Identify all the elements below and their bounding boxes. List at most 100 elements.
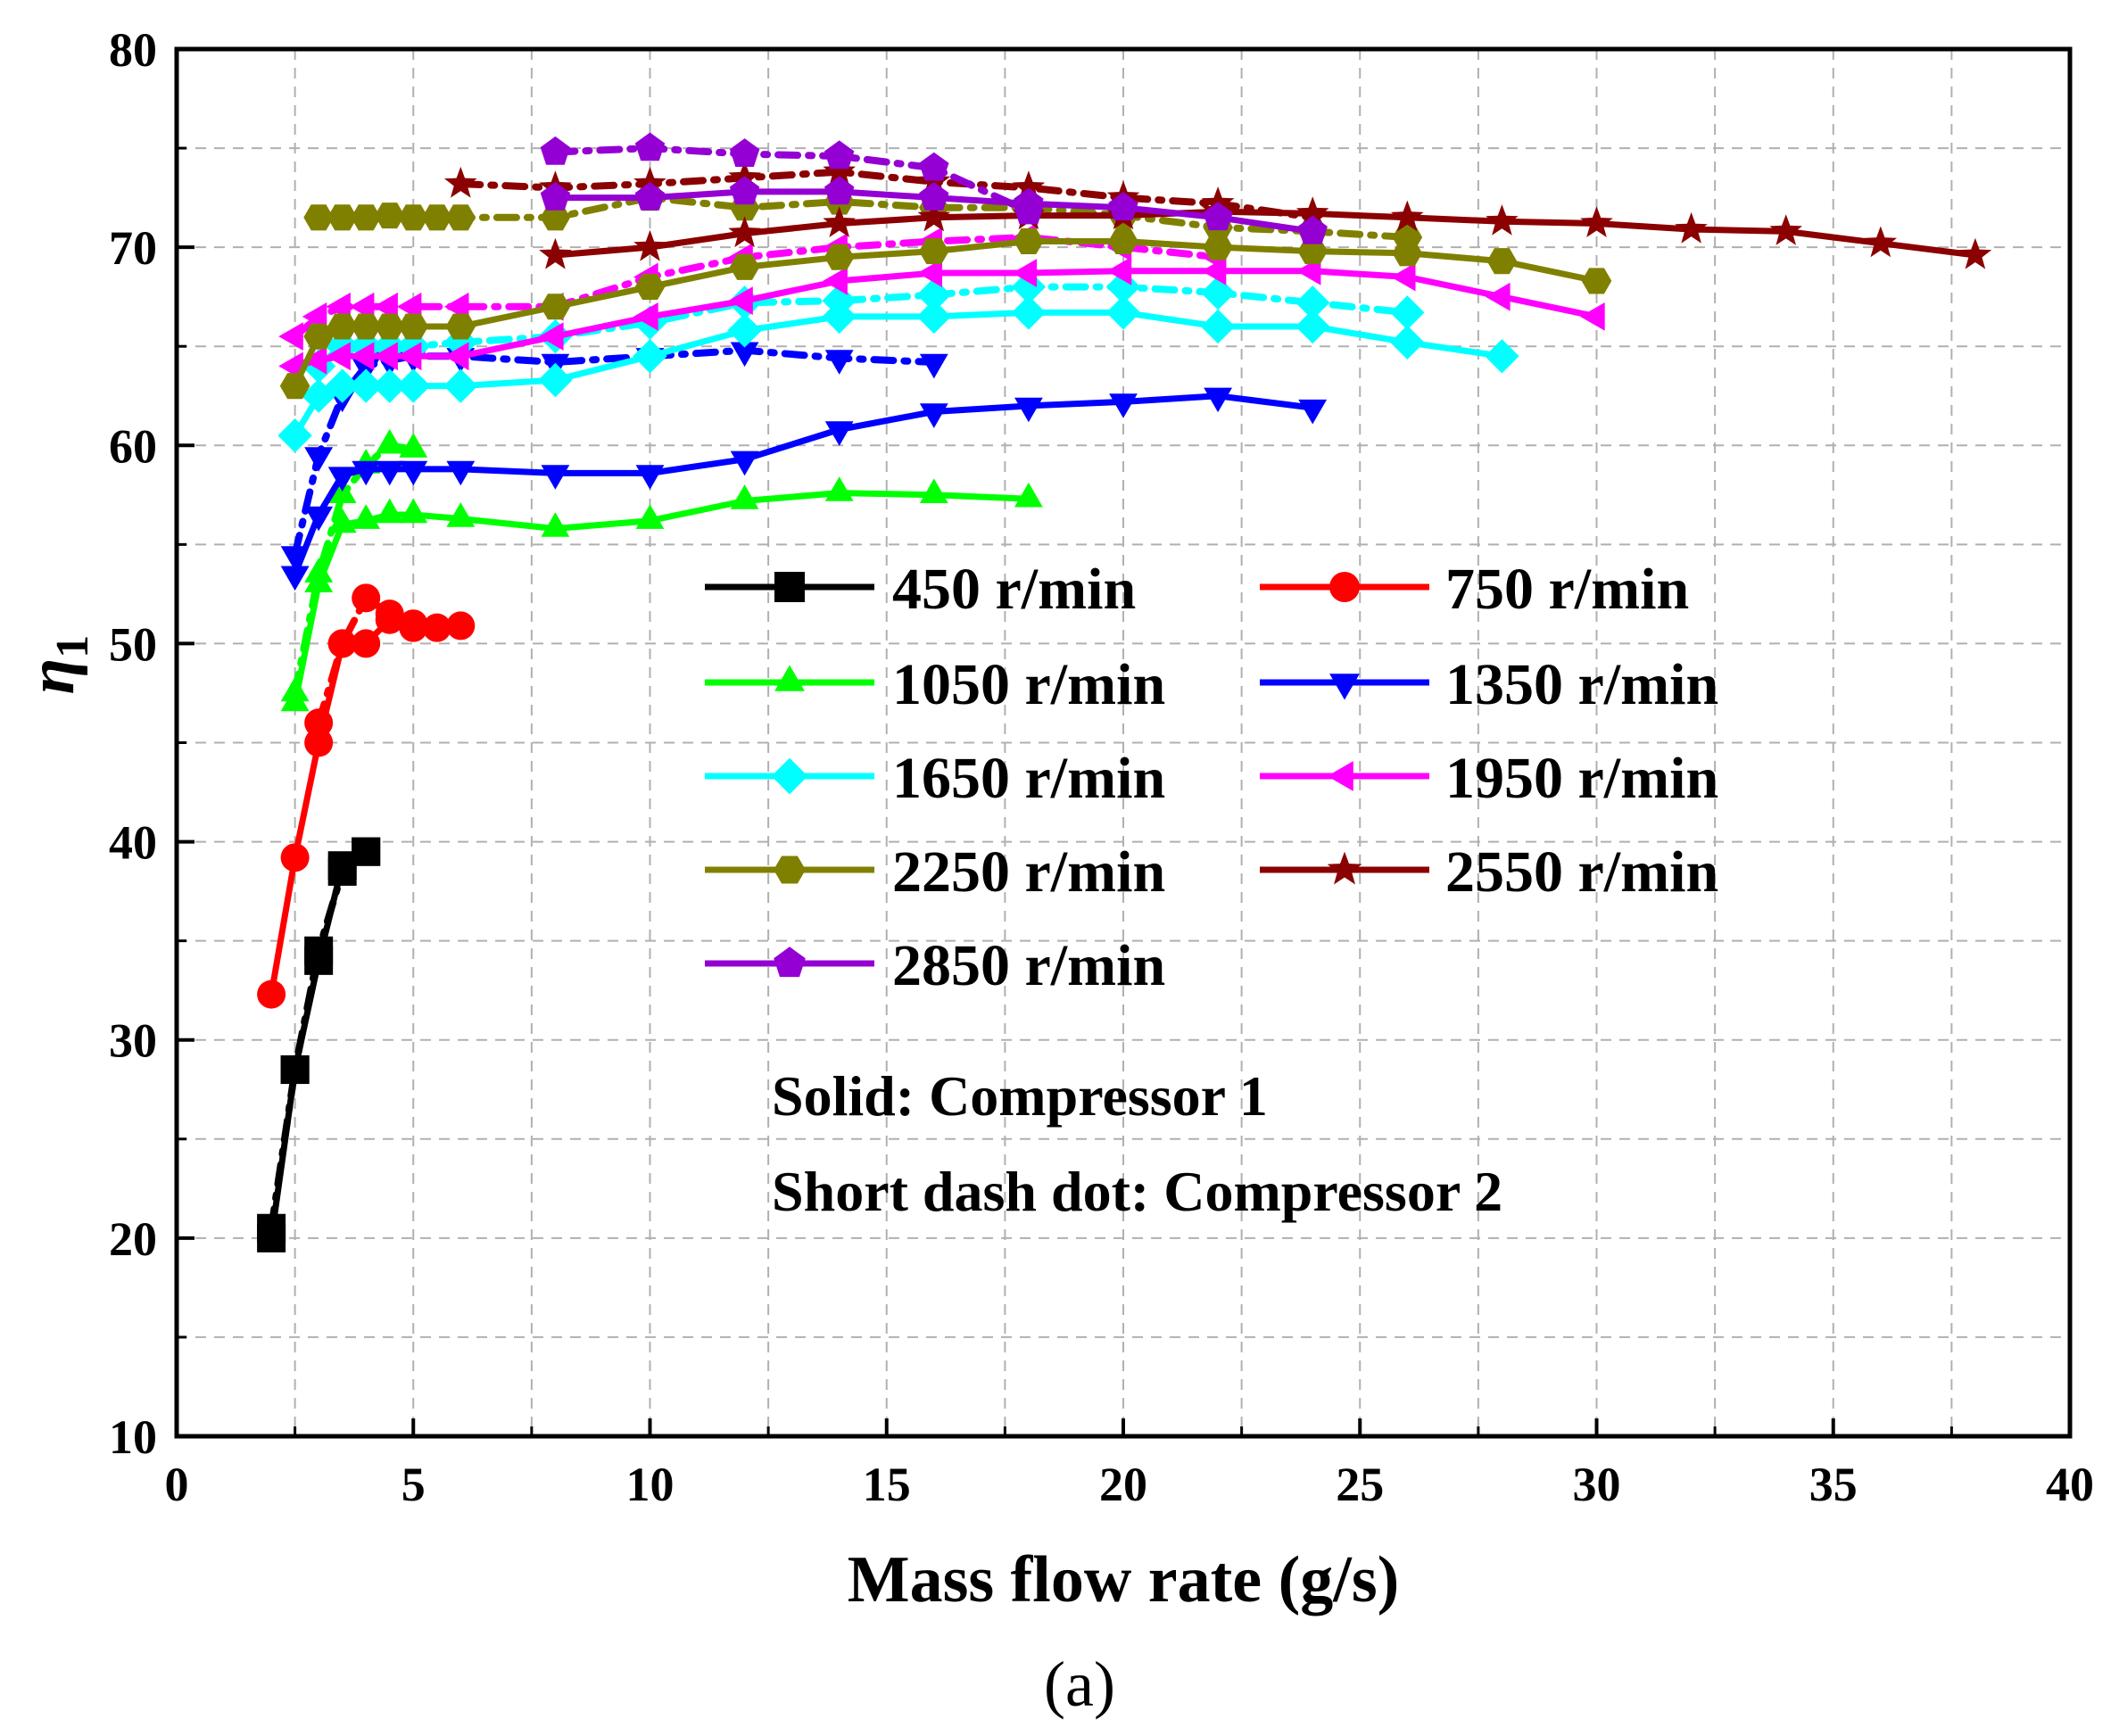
data-point (824, 476, 854, 501)
data-point (279, 373, 310, 400)
data-point (633, 302, 658, 331)
data-point (1105, 295, 1141, 330)
data-point (352, 629, 381, 658)
legend-marker (774, 572, 805, 602)
data-point (1106, 256, 1132, 285)
x-tick-label: 15 (863, 1458, 911, 1511)
y-tick-label: 80 (109, 23, 157, 77)
series-2250-r-min-solid (279, 227, 1612, 400)
grid (177, 49, 2070, 1436)
series-1950-r-min-solid (278, 256, 1605, 381)
data-point (1204, 387, 1232, 413)
series-450-r-min-dashdot (257, 837, 381, 1243)
data-point (396, 342, 422, 371)
legend-marker (1327, 851, 1362, 885)
data-point (446, 502, 476, 527)
legend-item: 1950 r/min (1260, 746, 1718, 811)
data-point (727, 313, 762, 348)
data-point (327, 467, 357, 492)
data-point (352, 460, 381, 486)
legend-item: 2850 r/min (705, 933, 1165, 998)
legend-marker (771, 757, 808, 795)
data-point (326, 342, 351, 371)
data-point (1014, 397, 1043, 423)
data-point (539, 237, 572, 269)
series-line (551, 145, 1032, 216)
data-point (1200, 309, 1236, 344)
data-point (541, 512, 570, 537)
data-point (824, 140, 855, 169)
series-line (292, 393, 1316, 578)
data-point (1485, 339, 1519, 374)
data-point (304, 447, 334, 472)
data-point (443, 368, 478, 403)
data-point (375, 428, 404, 454)
data-point (1390, 295, 1425, 330)
series-450-r-min-solid (257, 837, 381, 1252)
data-point (919, 152, 949, 181)
data-point (257, 1213, 286, 1243)
data-point (1297, 238, 1328, 265)
data-point (327, 629, 357, 658)
y-tick-label: 70 (109, 221, 157, 275)
x-axis-title: Mass flow rate (g/s) (848, 1543, 1400, 1616)
legend-label: 2250 r/min (892, 839, 1165, 905)
y-tick-label: 60 (109, 419, 157, 473)
series-750-r-min-solid (257, 605, 476, 1009)
data-point (1014, 227, 1044, 254)
data-point (352, 837, 381, 866)
data-point (280, 843, 310, 872)
series-layer (257, 132, 1992, 1252)
data-point (635, 504, 665, 529)
data-point (327, 204, 358, 231)
data-point (352, 504, 381, 529)
legend-label: 2850 r/min (892, 933, 1165, 998)
data-point (1580, 302, 1605, 331)
data-point (398, 204, 429, 231)
data-point (728, 286, 753, 316)
data-point (374, 203, 405, 229)
data-point (399, 498, 428, 524)
y-tick-label: 30 (109, 1014, 157, 1068)
data-point (1108, 227, 1138, 254)
data-point (729, 176, 760, 205)
data-point (304, 558, 334, 583)
y-tick-label: 10 (109, 1410, 157, 1464)
data-point (303, 204, 334, 231)
x-tick-label: 20 (1099, 1458, 1147, 1511)
legend: 450 r/min 750 r/min 1050 r/min 1350 r/min 16… (705, 557, 1718, 998)
data-point (1012, 170, 1046, 202)
data-point (1014, 482, 1043, 508)
data-point (1295, 309, 1330, 344)
data-point (824, 350, 854, 375)
data-point (399, 460, 428, 486)
data-point (1486, 282, 1511, 311)
data-point (919, 238, 949, 265)
data-point (351, 313, 381, 340)
y-tick-label: 50 (109, 617, 157, 671)
data-point (375, 460, 404, 486)
data-point (304, 506, 334, 532)
data-point (634, 274, 666, 301)
data-point (349, 368, 384, 403)
data-point (422, 204, 452, 231)
data-point (277, 418, 312, 453)
data-point (399, 609, 428, 639)
legend-item: 750 r/min (1260, 557, 1689, 622)
data-point (327, 313, 358, 340)
data-point (1390, 325, 1425, 360)
data-point (1958, 237, 1992, 269)
data-point (1391, 200, 1424, 232)
data-point (1486, 204, 1519, 236)
x-tick-label: 30 (1573, 1458, 1621, 1511)
data-point (1390, 262, 1416, 292)
annotation-compressor-1: Solid: Compressor 1 (772, 1064, 1268, 1128)
data-point (446, 460, 476, 486)
legend-label: 1650 r/min (892, 746, 1165, 811)
legend-label: 450 r/min (892, 557, 1136, 622)
data-point (916, 299, 951, 335)
data-point (633, 339, 667, 374)
legend-label: 1350 r/min (1445, 652, 1718, 717)
data-point (539, 322, 564, 351)
